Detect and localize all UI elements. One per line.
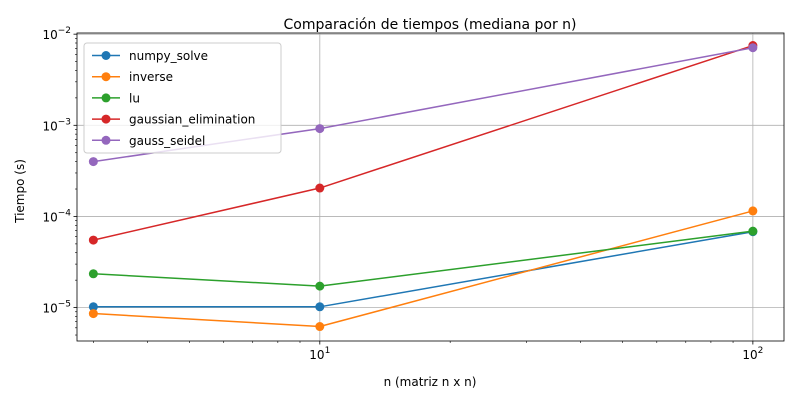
x-tick-label: 101: [309, 346, 330, 362]
data-point-numpy_solve: [88, 302, 98, 312]
data-point-gauss_seidel: [88, 157, 98, 167]
y-tick-label: 10−3: [42, 117, 71, 133]
data-point-gaussian_elimination: [88, 235, 98, 245]
legend-box: [83, 42, 282, 154]
data-point-inverse: [315, 322, 325, 332]
legend-marker-gaussian_elimination: [101, 114, 111, 124]
data-point-lu: [748, 226, 758, 236]
legend-marker-inverse: [101, 72, 111, 82]
legend-marker-gauss_seidel: [101, 135, 111, 145]
legend-label-gaussian_elimination: gaussian_elimination: [129, 113, 255, 127]
y-tick-label: 10−4: [42, 208, 71, 224]
legend-label-lu: lu: [129, 91, 140, 105]
y-axis-title: Tiempo (s): [13, 159, 27, 224]
y-tick-label: 10−2: [42, 26, 71, 42]
legend-marker-lu: [101, 93, 111, 103]
legend-marker-numpy_solve: [101, 51, 111, 60]
data-point-lu: [315, 281, 325, 291]
plot-area: 101 102 10−5 10−4 10−3 10−2 numpy_solveinverse…: [42, 26, 785, 362]
y-tick-label: 10−5: [42, 300, 71, 316]
legend-label-gauss_seidel: gauss_seidel: [129, 134, 205, 148]
data-point-inverse: [748, 206, 758, 216]
data-point-lu: [88, 269, 98, 279]
data-point-inverse: [88, 309, 98, 319]
legend-label-inverse: inverse: [129, 70, 173, 84]
data-point-gauss_seidel: [315, 124, 325, 134]
x-tick-label: 102: [742, 346, 763, 362]
x-axis-title: n (matriz n x n): [384, 375, 477, 389]
legend-label-numpy_solve: numpy_solve: [129, 49, 208, 63]
data-point-gauss_seidel: [748, 43, 758, 53]
chart-title: Comparación de tiempos (mediana por n): [284, 17, 577, 33]
axes-frame: [76, 32, 785, 342]
data-point-gaussian_elimination: [315, 183, 325, 193]
data-point-numpy_solve: [315, 302, 325, 312]
